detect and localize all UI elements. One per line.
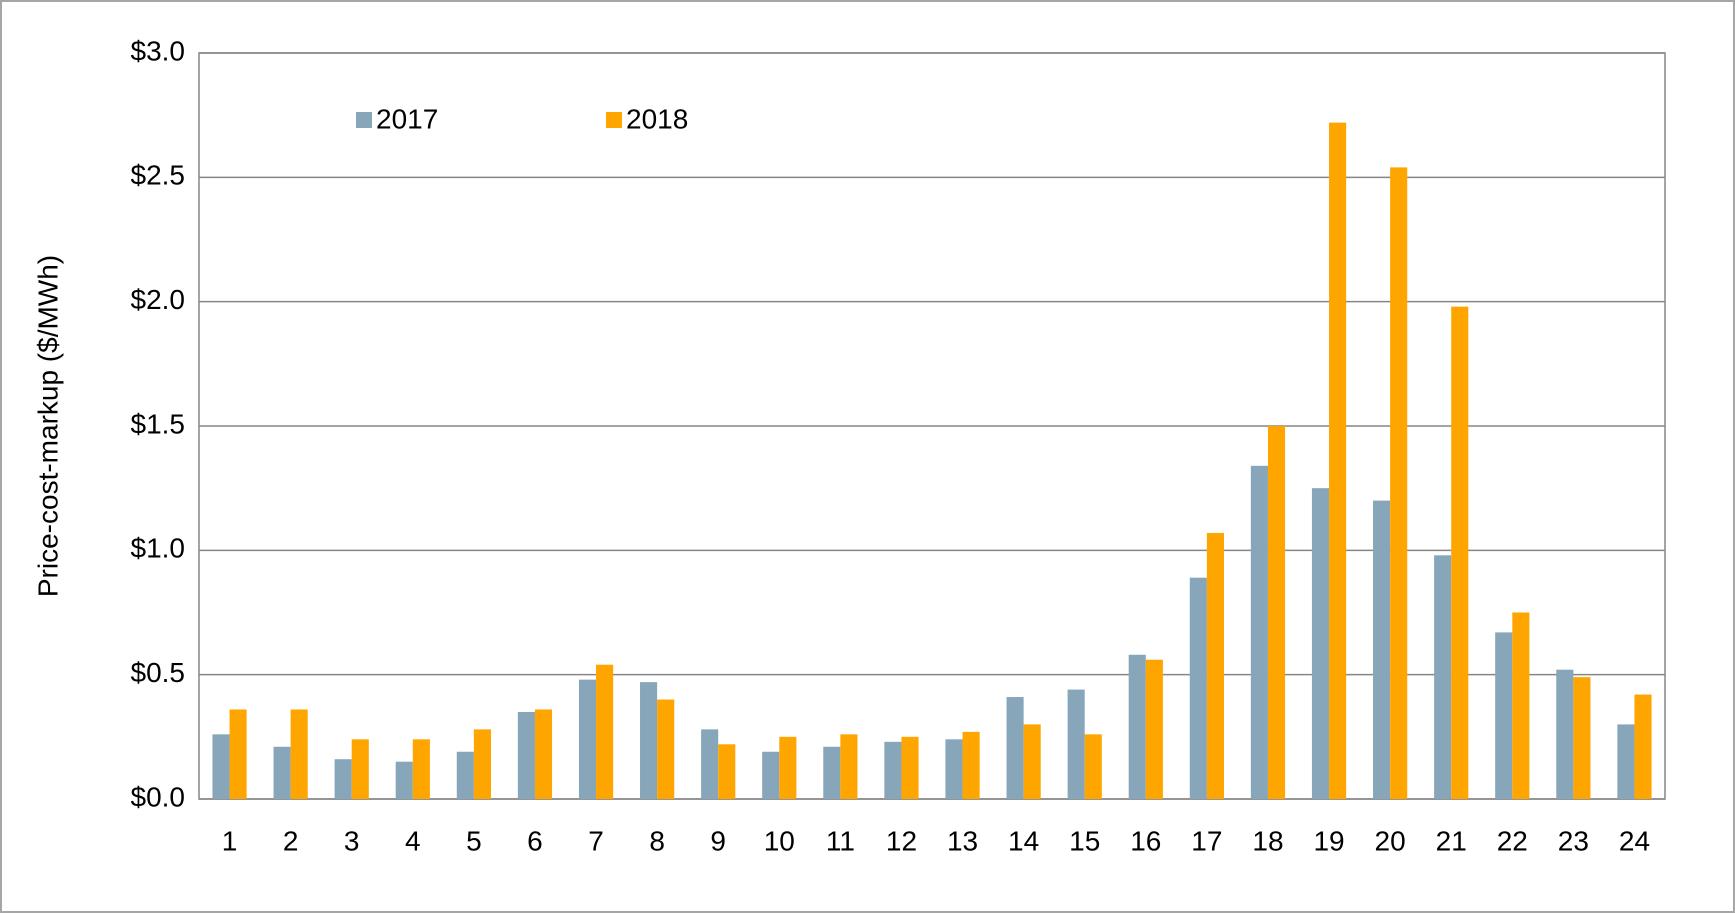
bar <box>657 699 675 799</box>
legend-swatch <box>356 112 372 128</box>
bar <box>1250 465 1268 799</box>
x-tick-label: 14 <box>1008 825 1039 856</box>
bar <box>1573 677 1591 799</box>
bar <box>823 746 841 799</box>
bar <box>718 744 736 799</box>
legend-label: 2017 <box>376 103 438 134</box>
y-tick-label: $3.0 <box>131 35 186 66</box>
x-tick-label: 17 <box>1191 825 1222 856</box>
bar <box>578 679 597 799</box>
bar <box>1434 555 1452 799</box>
y-tick-label: $1.0 <box>131 533 186 564</box>
bar <box>1390 167 1408 800</box>
x-tick-label: 20 <box>1375 825 1406 856</box>
y-tick-label: $2.5 <box>131 160 186 191</box>
bar <box>884 741 902 799</box>
y-axis-label: Price-cost-markup ($/MWh) <box>32 255 63 597</box>
x-tick-label: 8 <box>649 825 665 856</box>
x-tick-label: 16 <box>1130 825 1161 856</box>
bar <box>840 734 858 799</box>
bar <box>334 759 352 799</box>
x-tick-label: 24 <box>1619 825 1650 856</box>
bar <box>1128 654 1146 799</box>
x-tick-label: 5 <box>466 825 482 856</box>
bar <box>1451 306 1469 799</box>
legend-swatch <box>606 112 622 128</box>
bar <box>1495 632 1513 799</box>
x-tick-label: 10 <box>764 825 795 856</box>
bar <box>1373 500 1391 799</box>
y-tick-label: $0.5 <box>131 657 186 688</box>
bar <box>701 729 719 799</box>
bar <box>456 751 474 799</box>
bar <box>1189 577 1207 799</box>
bar <box>596 664 614 799</box>
bar <box>290 709 308 799</box>
bar <box>640 682 658 799</box>
bar <box>945 739 963 799</box>
x-tick-label: 9 <box>710 825 726 856</box>
legend-label: 2018 <box>626 103 688 134</box>
bar <box>1634 694 1652 799</box>
bar <box>962 731 980 799</box>
bar <box>395 761 413 799</box>
x-tick-label: 1 <box>222 825 238 856</box>
x-tick-label: 12 <box>886 825 917 856</box>
bar <box>229 709 247 799</box>
x-tick-label: 7 <box>588 825 604 856</box>
bar <box>1556 669 1574 799</box>
x-tick-label: 21 <box>1436 825 1467 856</box>
bar <box>779 736 797 799</box>
x-tick-label: 22 <box>1497 825 1528 856</box>
bar <box>901 736 919 799</box>
x-tick-label: 23 <box>1558 825 1589 856</box>
bar <box>1006 697 1024 799</box>
bar <box>273 746 291 799</box>
x-tick-label: 13 <box>947 825 978 856</box>
x-tick-label: 6 <box>527 825 543 856</box>
x-tick-label: 11 <box>826 825 855 856</box>
bar <box>1329 122 1347 800</box>
x-tick-label: 2 <box>283 825 299 856</box>
bar <box>1023 724 1041 799</box>
y-tick-label: $2.0 <box>131 284 186 315</box>
bar <box>1067 689 1085 799</box>
x-tick-label: 3 <box>344 825 360 856</box>
x-tick-label: 4 <box>405 825 421 856</box>
bar <box>1145 659 1163 799</box>
bar <box>534 709 553 799</box>
bar <box>1084 734 1102 799</box>
x-tick-label: 18 <box>1252 825 1283 856</box>
bar <box>351 739 369 799</box>
bar <box>1206 532 1224 799</box>
y-tick-label: $0.0 <box>131 781 186 812</box>
x-tick-label: 19 <box>1313 825 1344 856</box>
x-tick-label: 15 <box>1069 825 1100 856</box>
bar <box>1267 426 1286 799</box>
bar <box>1512 612 1530 799</box>
bar <box>1617 724 1635 799</box>
y-tick-label: $1.5 <box>131 408 186 439</box>
bar <box>517 711 535 799</box>
bar <box>1311 488 1330 799</box>
bar <box>762 751 780 799</box>
bar <box>412 739 430 799</box>
bar <box>212 734 230 799</box>
bar <box>473 729 491 799</box>
